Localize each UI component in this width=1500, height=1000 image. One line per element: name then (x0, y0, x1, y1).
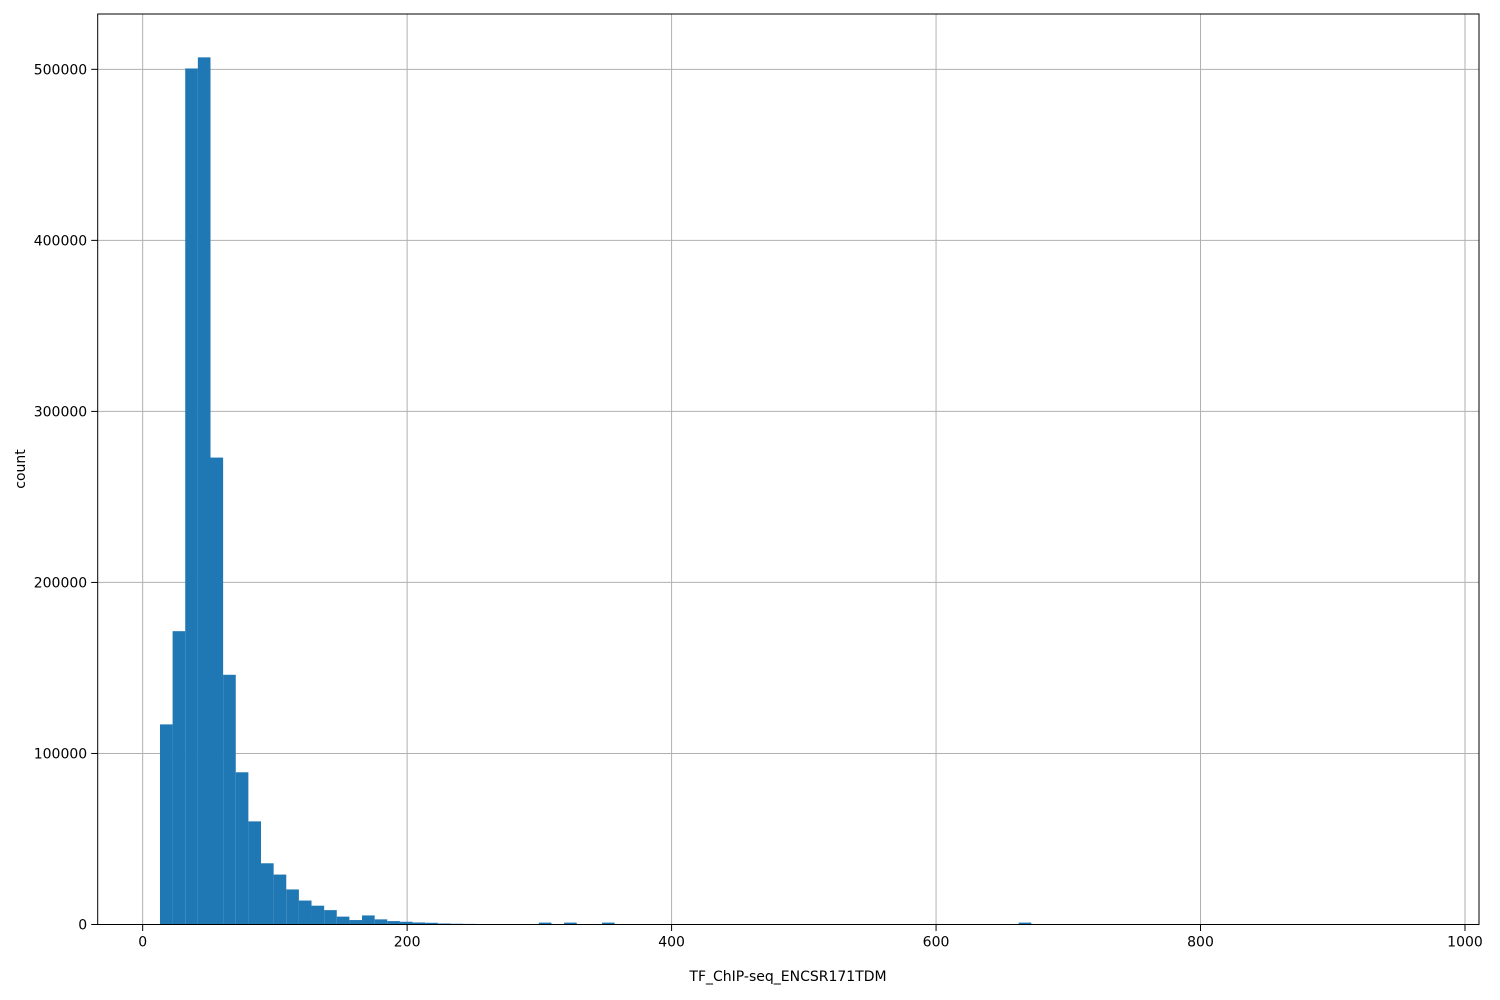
x-tick-label: 0 (138, 935, 147, 951)
x-tick-label: 1000 (1447, 935, 1483, 951)
histogram-bar (159, 724, 173, 925)
histogram-bar (261, 863, 274, 925)
x-tick-label: 600 (923, 935, 950, 951)
plot-border (97, 13, 1480, 925)
y-tick-label: 0 (78, 918, 87, 934)
histogram-bar (248, 821, 262, 925)
histogram-bar (425, 922, 438, 925)
x-tick-label: 800 (1187, 935, 1214, 951)
histogram-bar (273, 874, 287, 925)
histogram-bar (601, 922, 615, 925)
histogram-bar (311, 905, 325, 925)
x-axis-label: TF_ChIP-seq_ENCSR171TDM (689, 969, 887, 985)
histogram-bar (336, 916, 350, 925)
histogram-bar (387, 921, 400, 925)
histogram-bar (298, 900, 312, 925)
histogram-bar (172, 631, 186, 925)
histogram-bar (362, 915, 375, 925)
histogram-bar (412, 922, 426, 925)
y-tick-label: 100000 (34, 746, 87, 762)
histogram-bar (324, 910, 337, 925)
histogram-bar (197, 57, 211, 925)
histogram-bar (349, 920, 363, 925)
histogram-bar (185, 68, 198, 925)
x-tick-label: 200 (394, 935, 421, 951)
histogram-bar (564, 922, 577, 925)
y-axis-label: count (13, 449, 29, 489)
histogram-bar (286, 889, 299, 925)
histogram-bar (235, 772, 249, 925)
histogram-bar (223, 674, 236, 925)
histogram-bar (538, 922, 552, 925)
histogram-bar (1018, 922, 1032, 925)
y-tick-label: 500000 (34, 62, 87, 78)
x-tick-label: 400 (658, 935, 685, 951)
histogram-bar (399, 921, 413, 925)
y-tick-label: 300000 (34, 404, 87, 420)
histogram-bar (374, 919, 388, 925)
histogram-bar (437, 923, 451, 925)
histogram-bar (210, 457, 224, 925)
y-tick-label: 200000 (34, 575, 87, 591)
y-tick-label: 400000 (34, 233, 87, 249)
